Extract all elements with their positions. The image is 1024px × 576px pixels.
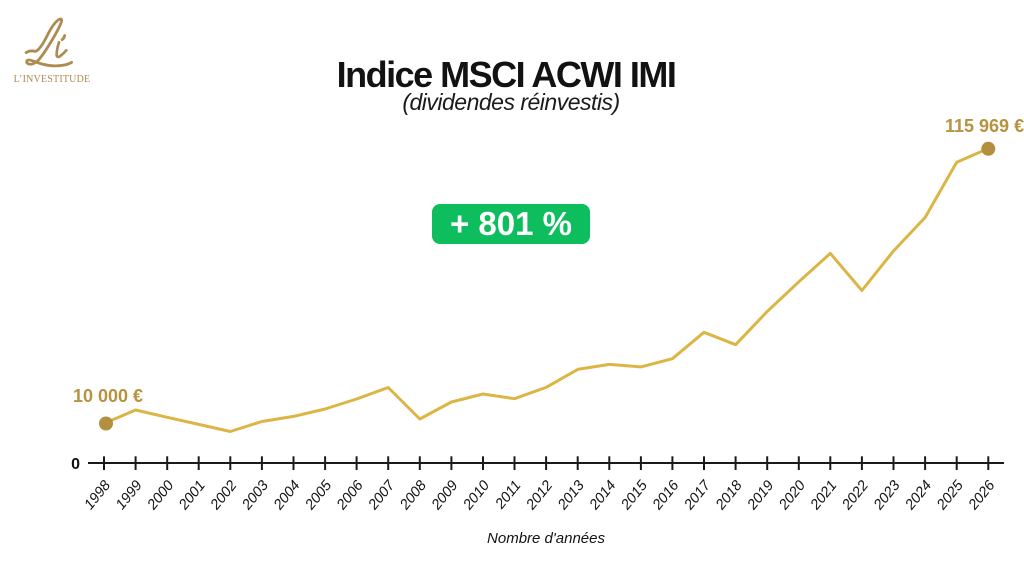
svg-text:2009: 2009 [428, 478, 461, 514]
svg-text:1998: 1998 [81, 478, 114, 513]
svg-text:2026: 2026 [965, 477, 999, 514]
svg-text:0: 0 [71, 456, 80, 473]
svg-text:2019: 2019 [744, 478, 777, 514]
svg-text:2005: 2005 [302, 477, 336, 514]
svg-text:2007: 2007 [365, 477, 399, 514]
svg-text:2011: 2011 [492, 478, 525, 513]
svg-text:2004: 2004 [270, 478, 303, 514]
svg-text:2021: 2021 [807, 478, 840, 514]
svg-text:2015: 2015 [618, 477, 652, 514]
svg-text:2008: 2008 [397, 478, 430, 514]
svg-text:2023: 2023 [870, 478, 903, 514]
svg-text:1999: 1999 [113, 478, 146, 513]
svg-text:2018: 2018 [712, 478, 745, 514]
svg-text:2003: 2003 [239, 478, 272, 514]
svg-text:2014: 2014 [586, 478, 619, 514]
svg-text:2000: 2000 [144, 478, 177, 514]
svg-text:2002: 2002 [207, 478, 240, 514]
svg-text:2017: 2017 [681, 477, 715, 514]
svg-text:2025: 2025 [933, 477, 967, 514]
svg-text:2016: 2016 [649, 477, 683, 514]
svg-text:2024: 2024 [902, 478, 935, 514]
svg-text:2001: 2001 [175, 478, 208, 514]
svg-text:2022: 2022 [839, 478, 872, 514]
svg-text:2020: 2020 [776, 478, 809, 514]
svg-text:2013: 2013 [554, 478, 587, 514]
svg-text:2012: 2012 [523, 478, 556, 514]
svg-text:2006: 2006 [333, 477, 367, 514]
svg-text:2010: 2010 [460, 478, 493, 514]
